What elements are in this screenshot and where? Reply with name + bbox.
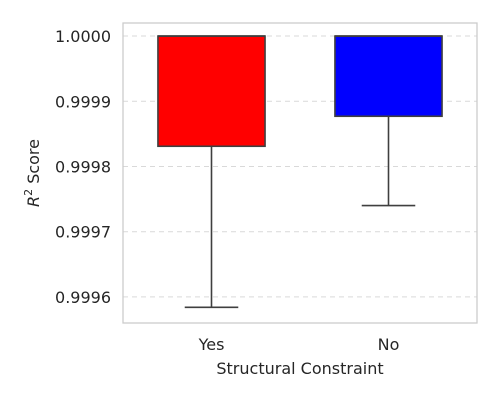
y-axis-title-score: Score	[24, 139, 43, 189]
box-yes	[157, 35, 266, 309]
box-no	[334, 35, 443, 207]
y-tick-label: 0.9998	[55, 157, 111, 176]
y-tick-label: 0.9997	[55, 223, 111, 242]
y-axis-title-r: R	[24, 196, 43, 207]
y-tick-label: 0.9999	[55, 92, 111, 111]
y-axis-title-superscript: 2	[22, 189, 35, 196]
x-tick-labels: Yes No	[198, 335, 400, 354]
plot-frame	[122, 22, 478, 324]
boxes	[157, 35, 443, 309]
y-tick-labels: 0.9996 0.9997 0.9998 0.9999 1.0000	[55, 27, 111, 307]
x-axis-title: Structural Constraint	[216, 359, 383, 378]
y-tick-label: 0.9996	[55, 288, 111, 307]
x-tick-label-yes: Yes	[198, 335, 225, 354]
interquartile-box	[157, 35, 266, 148]
y-axis-title: R2 Score	[22, 139, 43, 207]
y-tick-label: 1.0000	[55, 27, 111, 46]
interquartile-box	[334, 35, 443, 118]
x-tick-label-no: No	[378, 335, 400, 354]
